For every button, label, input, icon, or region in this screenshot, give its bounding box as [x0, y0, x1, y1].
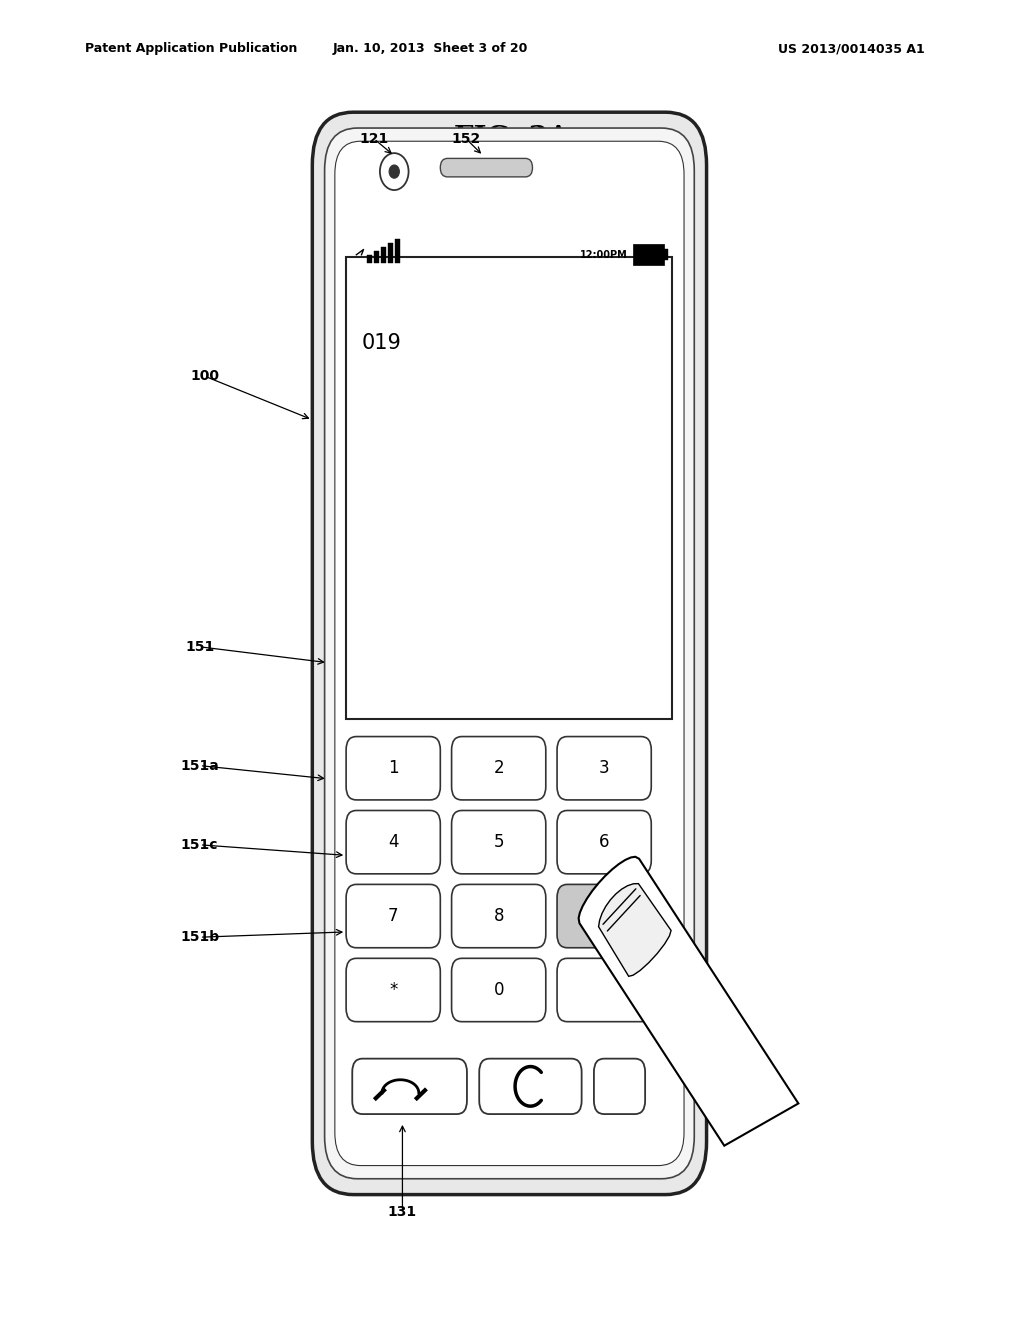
Text: 151b: 151b — [180, 931, 219, 944]
Text: 5: 5 — [494, 833, 504, 851]
Text: 12:00PM: 12:00PM — [580, 249, 628, 260]
Bar — [395, 239, 400, 263]
FancyBboxPatch shape — [352, 1059, 467, 1114]
Text: 131: 131 — [388, 1205, 417, 1218]
FancyBboxPatch shape — [594, 1059, 645, 1114]
FancyBboxPatch shape — [346, 810, 440, 874]
Bar — [381, 247, 386, 263]
Text: 2: 2 — [494, 759, 504, 777]
Text: 151a: 151a — [180, 759, 219, 772]
Text: 151: 151 — [185, 640, 214, 653]
Text: US 2013/0014035 A1: US 2013/0014035 A1 — [778, 42, 925, 55]
Bar — [346, 257, 672, 719]
FancyBboxPatch shape — [479, 1059, 582, 1114]
Text: 151c: 151c — [181, 838, 218, 851]
FancyBboxPatch shape — [557, 810, 651, 874]
Bar — [633, 244, 664, 265]
Text: *: * — [389, 981, 397, 999]
FancyBboxPatch shape — [335, 141, 684, 1166]
FancyBboxPatch shape — [346, 884, 440, 948]
FancyBboxPatch shape — [452, 810, 546, 874]
FancyBboxPatch shape — [452, 737, 546, 800]
FancyBboxPatch shape — [557, 737, 651, 800]
FancyBboxPatch shape — [346, 958, 440, 1022]
Text: 6: 6 — [599, 833, 609, 851]
FancyBboxPatch shape — [440, 158, 532, 177]
FancyBboxPatch shape — [346, 737, 440, 800]
Polygon shape — [599, 883, 671, 977]
Text: Patent Application Publication: Patent Application Publication — [85, 42, 297, 55]
Text: 8: 8 — [494, 907, 504, 925]
Circle shape — [389, 165, 399, 178]
Text: 152: 152 — [452, 132, 480, 145]
FancyBboxPatch shape — [557, 958, 651, 1022]
Text: 7: 7 — [388, 907, 398, 925]
Text: Jan. 10, 2013  Sheet 3 of 20: Jan. 10, 2013 Sheet 3 of 20 — [333, 42, 527, 55]
Bar — [388, 243, 393, 263]
Text: 0: 0 — [494, 981, 504, 999]
FancyBboxPatch shape — [312, 112, 707, 1195]
FancyBboxPatch shape — [325, 128, 694, 1179]
Text: 019: 019 — [361, 333, 401, 354]
Text: 121: 121 — [359, 132, 388, 145]
Text: 4: 4 — [388, 833, 398, 851]
Text: FIG. 3A: FIG. 3A — [455, 125, 569, 152]
Text: 100: 100 — [190, 370, 219, 383]
Polygon shape — [579, 857, 799, 1146]
FancyBboxPatch shape — [452, 884, 546, 948]
FancyBboxPatch shape — [557, 884, 651, 948]
FancyBboxPatch shape — [452, 958, 546, 1022]
Text: 3: 3 — [599, 759, 609, 777]
Bar — [374, 251, 379, 263]
Bar — [664, 249, 668, 260]
Bar — [367, 255, 372, 263]
Text: 1: 1 — [388, 759, 398, 777]
